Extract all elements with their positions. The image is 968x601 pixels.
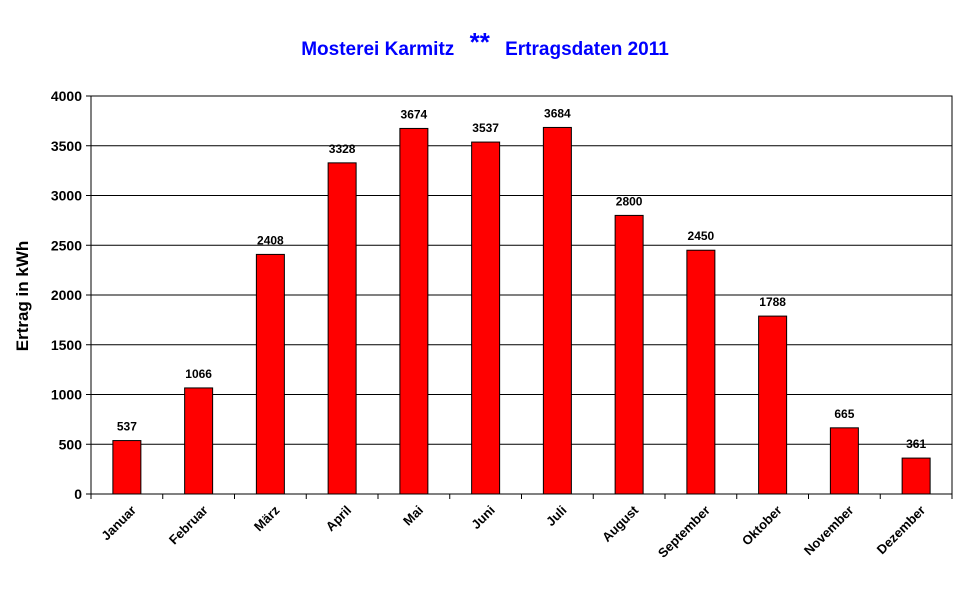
- data-label: 3537: [472, 121, 499, 135]
- y-tick-label: 2500: [51, 237, 82, 253]
- x-tick-label: Januar: [98, 503, 139, 544]
- bar: [542, 126, 572, 495]
- bar: [829, 427, 859, 495]
- x-tick-label: Mai: [400, 503, 426, 529]
- y-tick-label: 2000: [51, 287, 82, 303]
- data-label: 2408: [257, 233, 284, 247]
- bars: [112, 126, 931, 495]
- x-tick-label: Oktober: [739, 503, 785, 549]
- data-label: 2450: [688, 229, 715, 243]
- x-tick-label: Juni: [468, 503, 498, 533]
- y-tick-label: 3000: [51, 188, 82, 204]
- chart-title-right: Ertragsdaten 2011: [505, 39, 669, 60]
- data-label: 665: [834, 407, 854, 421]
- y-tick-label: 3500: [51, 138, 82, 154]
- x-tick-label: März: [251, 502, 283, 534]
- y-tick-label: 0: [74, 486, 82, 502]
- x-tick-label: September: [655, 503, 713, 561]
- chart-title: Mosterei Karmitz ** Ertragsdaten 2011: [301, 27, 669, 60]
- x-tick-label: Februar: [166, 503, 211, 548]
- y-tick-label: 500: [59, 436, 83, 452]
- data-labels: 537 1066 2408 3328 3674 3537 3684 2800 2450 1788 6…: [117, 106, 927, 451]
- data-label: 1066: [185, 367, 212, 381]
- data-label: 2800: [616, 194, 643, 208]
- data-label: 3674: [401, 107, 428, 121]
- chart-title-left: Mosterei Karmitz: [301, 39, 454, 60]
- chart-title-separator: **: [470, 27, 491, 57]
- y-tick-label: 1500: [51, 337, 82, 353]
- data-label: 537: [117, 420, 137, 434]
- bar: [901, 457, 931, 495]
- y-tick-label: 4000: [51, 88, 82, 104]
- bar: [184, 387, 214, 495]
- bar: [327, 162, 357, 495]
- bar: [112, 440, 142, 495]
- data-label: 361: [906, 437, 926, 451]
- bar: [614, 214, 644, 495]
- y-axis: 0 500 1000 1500 2000 2500 3000 3500 4000: [51, 88, 91, 502]
- y-axis-label: Ertrag in kWh: [13, 241, 32, 352]
- x-tick-label: November: [801, 503, 857, 559]
- x-tick-label: April: [323, 503, 355, 535]
- bar: [471, 141, 501, 495]
- data-label: 3328: [329, 142, 356, 156]
- x-tick-label: August: [599, 502, 642, 545]
- bar: [758, 315, 788, 495]
- x-axis: Januar Februar März April Mai Juni Juli August S…: [90, 494, 953, 561]
- data-label: 1788: [759, 295, 786, 309]
- bar: [255, 253, 285, 495]
- x-tick-label: Dezember: [874, 503, 929, 558]
- x-tick-label: Juli: [543, 503, 569, 529]
- gridlines: [91, 145, 952, 445]
- bar: [399, 127, 429, 495]
- data-label: 3684: [544, 106, 571, 120]
- y-tick-label: 1000: [51, 387, 82, 403]
- bar: [686, 249, 716, 495]
